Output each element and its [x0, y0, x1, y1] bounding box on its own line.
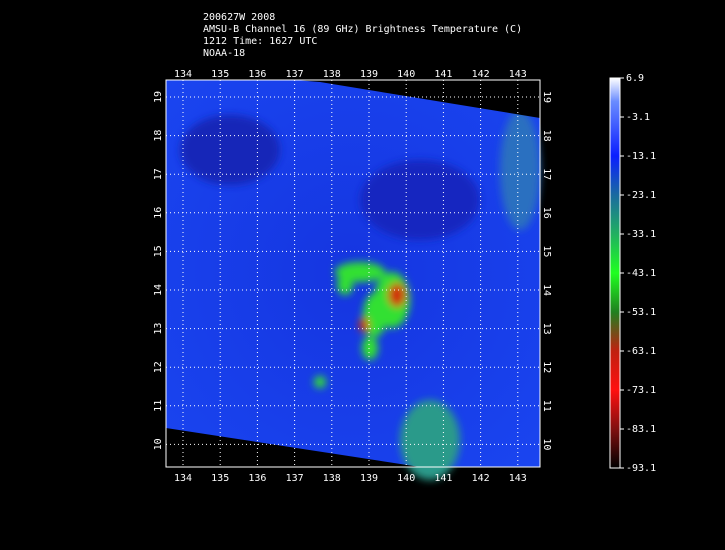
lat-label-left: 11 [153, 400, 164, 412]
lon-label-bottom: 142 [472, 473, 490, 484]
lat-label-left: 18 [153, 130, 164, 142]
lat-label-right: 12 [541, 361, 552, 373]
colorbar-label: -73.1 [626, 385, 656, 396]
lat-label-left: 14 [153, 284, 164, 296]
lon-label-top: 143 [509, 69, 527, 80]
map-frame [165, 79, 541, 468]
lat-label-left: 10 [153, 438, 164, 450]
map [165, 70, 541, 480]
colorbar-label: -43.1 [626, 268, 656, 279]
lat-label-right: 19 [541, 91, 552, 103]
colorbar-label: -93.1 [626, 463, 656, 474]
lon-label-top: 140 [397, 69, 415, 80]
lat-label-left: 15 [153, 245, 164, 257]
colorbar-label: -83.1 [626, 424, 656, 435]
lon-label-bottom: 138 [323, 473, 341, 484]
lat-label-right: 18 [541, 130, 552, 142]
lon-label-top: 136 [248, 69, 266, 80]
colorbar-label: -3.1 [626, 112, 650, 123]
lon-label-top: 134 [174, 69, 192, 80]
lon-label-bottom: 137 [286, 473, 304, 484]
colorbar-label: 6.9 [626, 73, 644, 84]
lon-label-bottom: 140 [397, 473, 415, 484]
colorbar-label: -33.1 [626, 229, 656, 240]
colorbar [609, 77, 621, 469]
graticule [166, 80, 540, 467]
colorbar-label: -23.1 [626, 190, 656, 201]
lon-label-bottom: 136 [248, 473, 266, 484]
lat-label-left: 17 [153, 168, 164, 180]
colorbar-label: -13.1 [626, 151, 656, 162]
lon-label-top: 139 [360, 69, 378, 80]
lon-label-top: 138 [323, 69, 341, 80]
lat-label-right: 11 [541, 400, 552, 412]
lon-label-bottom: 141 [434, 473, 452, 484]
header-line: NOAA-18 [203, 48, 245, 59]
lat-label-left: 16 [153, 207, 164, 219]
colorbar-label: -63.1 [626, 346, 656, 357]
lon-label-top: 135 [211, 69, 229, 80]
lat-label-right: 14 [541, 284, 552, 296]
lat-label-left: 13 [153, 323, 164, 335]
lat-label-right: 15 [541, 245, 552, 257]
lat-label-left: 12 [153, 361, 164, 373]
lat-label-left: 19 [153, 91, 164, 103]
lat-label-right: 10 [541, 438, 552, 450]
lon-label-bottom: 143 [509, 473, 527, 484]
header-line: AMSU-B Channel 16 (89 GHz) Brightness Te… [203, 24, 522, 35]
lon-label-top: 137 [286, 69, 304, 80]
lat-label-right: 17 [541, 168, 552, 180]
lat-label-right: 16 [541, 207, 552, 219]
lon-label-top: 141 [434, 69, 452, 80]
lon-label-bottom: 135 [211, 473, 229, 484]
lon-label-bottom: 139 [360, 473, 378, 484]
lat-label-right: 13 [541, 323, 552, 335]
labels: 134 134 135 135 136 136 137 137 138 138 139 139 140 1… [153, 69, 552, 484]
no-data-top [166, 70, 540, 118]
lon-label-bottom: 134 [174, 473, 192, 484]
colorbar-label: -53.1 [626, 307, 656, 318]
lon-label-top: 142 [472, 69, 490, 80]
no-data-bottom [166, 428, 420, 467]
header-line: 200627W 2008 [203, 12, 275, 23]
header-line: 1212 Time: 1627 UTC [203, 36, 317, 47]
